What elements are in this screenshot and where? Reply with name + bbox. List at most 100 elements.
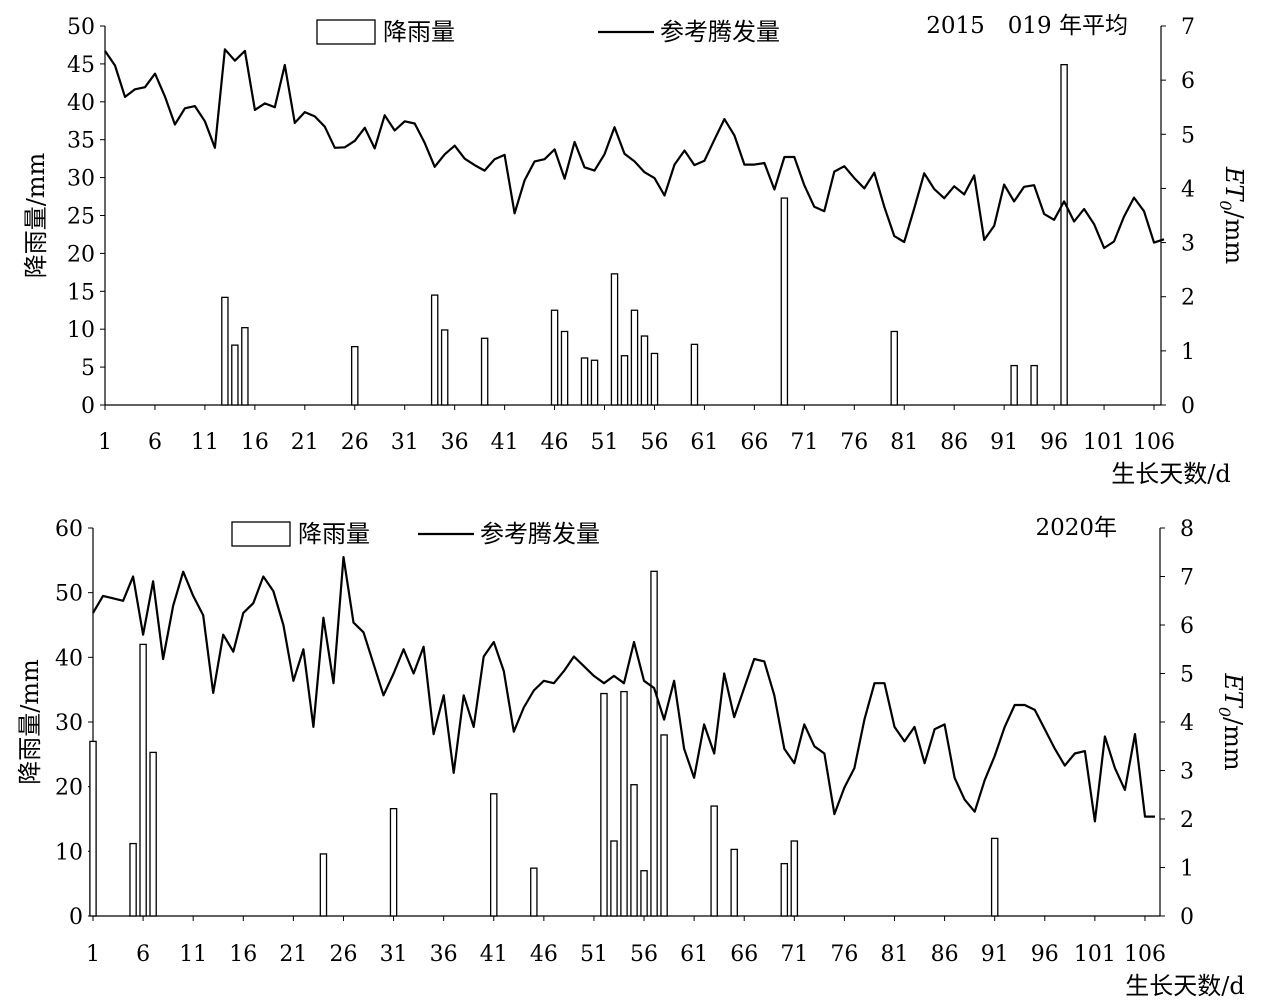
x-tick-label: 61 bbox=[680, 942, 708, 967]
x-tick-label: 41 bbox=[480, 942, 508, 967]
rainfall-bar bbox=[1030, 364, 1038, 406]
x-axis-label: 生长天数/d bbox=[1111, 460, 1230, 488]
rainfall-bar bbox=[620, 690, 628, 917]
left-tick-label: 25 bbox=[67, 205, 95, 230]
rainfall-bar bbox=[640, 335, 649, 406]
legend-bar-label: 降雨量 bbox=[298, 520, 370, 548]
y-right-label-sub: 0 bbox=[1215, 707, 1234, 717]
x-tick-label: 96 bbox=[1031, 942, 1059, 967]
x-tick-label: 96 bbox=[1040, 430, 1068, 455]
right-tick-label: 1 bbox=[1180, 857, 1194, 882]
right-tick-label: 5 bbox=[1181, 123, 1195, 148]
y-right-label-et: ET bbox=[1220, 166, 1248, 203]
rainfall-bar bbox=[430, 294, 439, 406]
x-tick-label: 91 bbox=[990, 430, 1018, 455]
y-right-label-sub: 0 bbox=[1216, 200, 1235, 210]
y-right-axis-label: ET0/mm bbox=[1215, 672, 1247, 771]
rainfall-bar bbox=[89, 740, 97, 917]
et0-line bbox=[104, 48, 1165, 250]
x-tick-label: 76 bbox=[830, 942, 858, 967]
x-tick-label: 71 bbox=[780, 942, 808, 967]
x-tick-label: 41 bbox=[491, 430, 519, 455]
x-tick-label: 81 bbox=[881, 942, 909, 967]
rainfall-bar bbox=[610, 273, 619, 406]
x-tick-label: 101 bbox=[1083, 430, 1125, 455]
rainfall-bar bbox=[990, 837, 999, 917]
x-tick-label: 11 bbox=[179, 942, 207, 967]
left-tick-label: 20 bbox=[67, 242, 95, 267]
x-tick-label: 51 bbox=[591, 430, 619, 455]
rainfall-bar bbox=[129, 842, 137, 917]
right-tick-label: 2 bbox=[1180, 808, 1194, 833]
rainfall-bar bbox=[550, 309, 559, 406]
x-tick-label: 66 bbox=[730, 942, 758, 967]
rainfall-bar bbox=[630, 784, 638, 917]
right-tick-label: 2 bbox=[1181, 286, 1195, 311]
left-tick-label: 60 bbox=[55, 517, 83, 542]
legend-bar-swatch bbox=[316, 19, 376, 45]
right-tick-label: 1 bbox=[1181, 340, 1195, 365]
y-right-label-et: ET bbox=[1219, 672, 1247, 709]
x-tick-label: 36 bbox=[430, 942, 458, 967]
right-tick-label: 7 bbox=[1181, 15, 1195, 40]
right-tick-label: 0 bbox=[1180, 905, 1194, 930]
x-tick-label: 16 bbox=[241, 430, 269, 455]
left-tick-label: 20 bbox=[55, 776, 83, 801]
rainfall-bar bbox=[231, 344, 239, 406]
y-right-axis-label: ET0/mm bbox=[1216, 166, 1248, 265]
x-tick-label: 76 bbox=[840, 430, 868, 455]
rainfall-bar bbox=[620, 355, 629, 406]
x-tick-label: 6 bbox=[148, 430, 162, 455]
x-tick-label: 61 bbox=[690, 430, 718, 455]
x-tick-label: 21 bbox=[291, 430, 319, 455]
x-tick-label: 6 bbox=[136, 942, 150, 967]
left-tick-label: 40 bbox=[67, 91, 95, 116]
rainfall-bar bbox=[610, 840, 618, 917]
rainfall-bar bbox=[560, 330, 569, 406]
right-tick-label: 3 bbox=[1180, 760, 1194, 785]
rainfall-bar bbox=[660, 734, 668, 917]
x-tick-label: 51 bbox=[580, 942, 608, 967]
legend-bar-label: 降雨量 bbox=[383, 18, 455, 46]
left-tick-label: 15 bbox=[67, 280, 95, 305]
year-annotation: 2015 019 年平均 bbox=[926, 13, 1128, 39]
x-tick-label: 46 bbox=[541, 430, 569, 455]
rainfall-bar bbox=[890, 330, 898, 406]
year-annotation: 2020年 bbox=[1035, 515, 1117, 541]
rainfall-bar bbox=[389, 808, 398, 917]
rainfall-bar bbox=[640, 870, 648, 917]
left-tick-label: 50 bbox=[55, 582, 83, 607]
x-tick-label: 101 bbox=[1074, 942, 1116, 967]
x-tick-label: 26 bbox=[329, 942, 357, 967]
x-tick-label: 21 bbox=[279, 942, 307, 967]
rainfall-bar bbox=[580, 357, 589, 406]
x-tick-label: 71 bbox=[790, 430, 818, 455]
y-right-label-unit: /mm bbox=[1220, 211, 1248, 265]
legend-line-label: 参考腾发量 bbox=[480, 520, 600, 548]
left-tick-label: 40 bbox=[55, 646, 83, 671]
rainfall-bar bbox=[149, 751, 157, 917]
rainfall-bar bbox=[600, 692, 608, 917]
rainfall-bar bbox=[241, 327, 249, 406]
y-left-axis-label: 降雨量/mm bbox=[16, 659, 44, 785]
rainfall-bar bbox=[590, 359, 599, 406]
rainfall-bar bbox=[650, 570, 658, 917]
y-left-axis-label: 降雨量/mm bbox=[22, 152, 50, 278]
rainfall-bar bbox=[790, 840, 799, 917]
rainfall-bar bbox=[221, 296, 229, 406]
x-tick-label: 106 bbox=[1124, 942, 1166, 967]
left-tick-label: 0 bbox=[81, 394, 95, 419]
rainfall-bar bbox=[530, 867, 538, 917]
x-tick-label: 36 bbox=[441, 430, 469, 455]
x-tick-label: 66 bbox=[740, 430, 768, 455]
rainfall-bar bbox=[730, 848, 738, 917]
x-tick-label: 26 bbox=[341, 430, 369, 455]
x-tick-label: 56 bbox=[640, 430, 668, 455]
x-tick-label: 106 bbox=[1133, 430, 1175, 455]
right-tick-label: 0 bbox=[1181, 394, 1195, 419]
x-tick-label: 16 bbox=[229, 942, 257, 967]
y-right-label-unit: /mm bbox=[1219, 717, 1247, 771]
rainfall-bar bbox=[710, 805, 718, 917]
